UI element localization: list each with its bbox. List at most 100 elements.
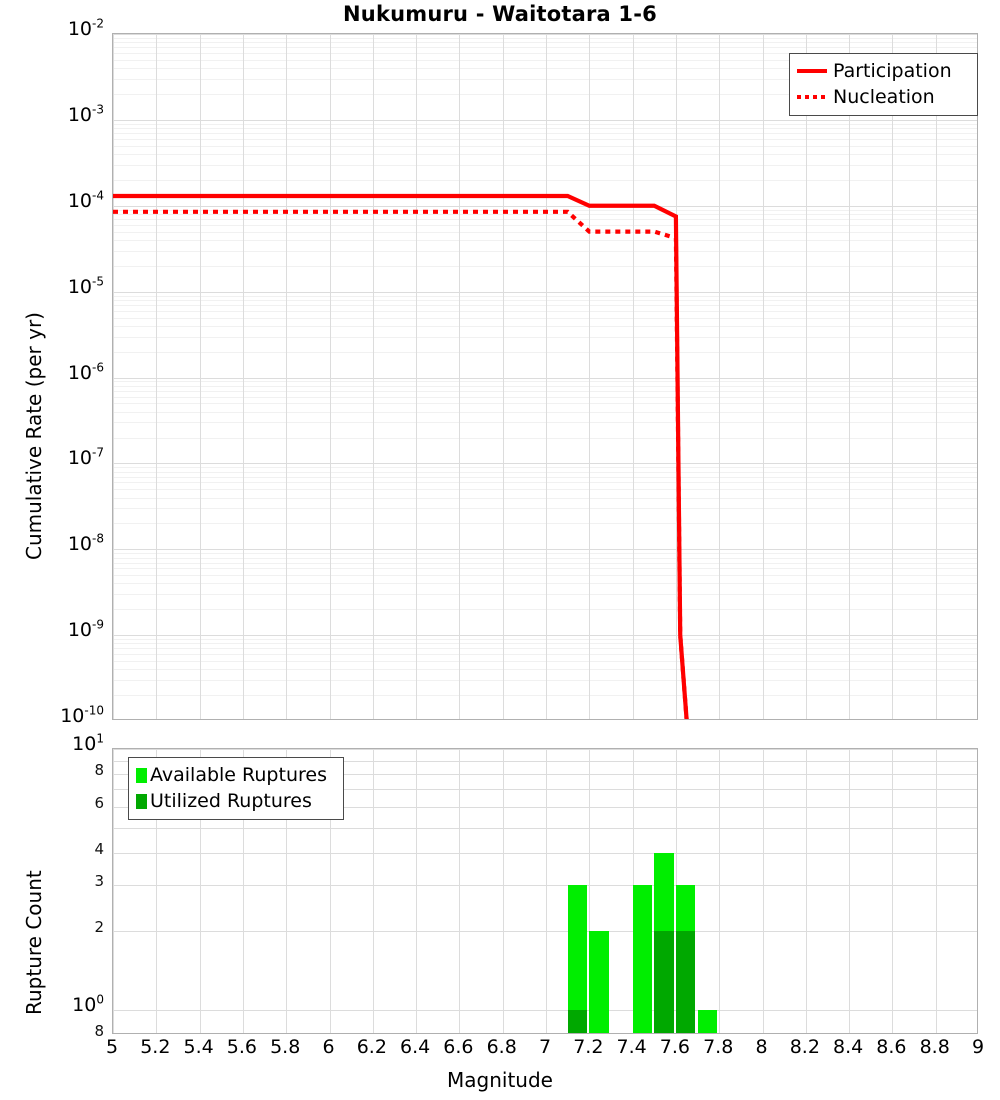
gridline-horizontal: [113, 299, 977, 301]
y-tick-label: 10-5: [67, 274, 104, 298]
bar-utilized-ruptures: [654, 931, 674, 1033]
y-tick-label: 10-10: [60, 703, 104, 727]
gridline-horizontal: [113, 179, 977, 181]
gridline-horizontal: [113, 53, 977, 55]
gridline-vertical: [416, 749, 418, 1033]
gridline-vertical: [242, 749, 244, 1033]
y-tick-label: 10-9: [67, 617, 104, 642]
gridline-horizontal: [113, 37, 977, 39]
gridline-vertical: [286, 34, 288, 719]
gridline-horizontal: [113, 34, 977, 35]
gridline-vertical: [459, 34, 461, 719]
gridline-horizontal: [113, 583, 977, 585]
legend-label-nucleation: Nucleation: [833, 85, 935, 108]
gridline-vertical: [805, 749, 807, 1033]
gridline-horizontal: [113, 557, 977, 559]
x-tick-label: 8.6: [876, 1036, 907, 1058]
y-tick-label: 8: [94, 1022, 104, 1040]
gridline-horizontal: [113, 336, 977, 338]
top-plot-y-axis-label: Cumulative Rate (per yr): [22, 312, 46, 560]
gridline-horizontal: [113, 94, 977, 95]
mfd-legend: Participation Nucleation: [789, 53, 978, 116]
gridline-horizontal: [113, 396, 977, 398]
gridline-horizontal: [113, 1009, 977, 1011]
gridline-horizontal: [113, 489, 977, 491]
gridline-horizontal: [113, 789, 977, 791]
gridline-horizontal: [113, 119, 977, 121]
y-tick-label: 10-7: [67, 446, 104, 470]
bar-available-ruptures: [632, 885, 653, 1033]
gridline-vertical: [199, 749, 201, 1033]
bar-available-ruptures: [589, 931, 609, 1033]
gridline-vertical: [805, 34, 807, 719]
bottom-plot-y-axis-label: Rupture Count: [22, 870, 46, 1015]
gridline-horizontal: [113, 471, 977, 473]
gridline-vertical: [329, 749, 331, 1033]
rupture-legend: Available Ruptures Utilized Ruptures: [128, 757, 344, 820]
y-tick-label: 6: [94, 793, 104, 812]
gridline-vertical: [372, 749, 374, 1033]
y-tick-label: 10-4: [67, 188, 104, 212]
gridline-horizontal: [113, 411, 977, 413]
gridline-horizontal: [113, 760, 977, 762]
gridline-horizontal: [113, 403, 977, 405]
gridline-horizontal: [113, 250, 977, 252]
gridline-horizontal: [113, 219, 977, 221]
gridline-horizontal: [113, 145, 977, 147]
gridline-horizontal: [113, 852, 977, 854]
gridline-vertical: [286, 749, 288, 1033]
gridline-horizontal: [113, 749, 977, 750]
x-tick-label: 6.2: [356, 1036, 387, 1058]
gridline-horizontal: [113, 508, 977, 510]
legend-item-nucleation: Nucleation: [797, 84, 970, 110]
x-tick-label: 5.4: [183, 1036, 214, 1058]
x-tick-label: 7.4: [616, 1036, 647, 1058]
x-tick-label: 6: [322, 1036, 335, 1058]
gridline-horizontal: [113, 351, 977, 353]
gridline-horizontal: [113, 476, 977, 478]
x-tick-label: 8.8: [919, 1036, 950, 1058]
gridline-vertical: [546, 34, 547, 719]
gridline-horizontal: [113, 774, 977, 776]
x-tick-label: 9: [971, 1036, 985, 1058]
gridline-vertical: [372, 34, 374, 719]
nucleation-dotted-line-icon: [797, 95, 827, 99]
x-tick-label: 8: [755, 1036, 768, 1058]
gridline-horizontal: [113, 317, 977, 319]
gridline-horizontal: [113, 680, 977, 681]
gridline-vertical: [329, 34, 331, 719]
gridline-horizontal: [113, 931, 977, 933]
gridline-vertical: [719, 749, 721, 1033]
gridline-horizontal: [113, 806, 977, 808]
gridline-horizontal: [113, 128, 977, 130]
gridline-horizontal: [113, 497, 977, 499]
y-tick-label: 10-8: [67, 531, 104, 556]
gridline-horizontal: [113, 325, 977, 327]
gridline-horizontal: [113, 575, 977, 577]
gridline-horizontal: [113, 648, 977, 650]
x-tick-label: 7: [538, 1036, 552, 1058]
gridline-vertical: [199, 34, 201, 719]
x-tick-label: 7.8: [703, 1036, 734, 1058]
gridline-horizontal: [113, 154, 977, 155]
participation-line-icon: [797, 69, 827, 73]
gridline-horizontal: [113, 133, 977, 135]
gridline-horizontal: [113, 635, 977, 637]
gridline-horizontal: [113, 885, 977, 887]
x-tick-label: 6.4: [399, 1036, 431, 1058]
mfd-curves: [113, 193, 689, 719]
nucleation-curve: [113, 209, 689, 719]
legend-item-utilized-ruptures: Utilized Ruptures: [136, 788, 336, 814]
gridline-horizontal: [113, 59, 977, 61]
gridline-horizontal: [113, 523, 977, 525]
x-axis-label: Magnitude: [447, 1068, 553, 1092]
gridline-vertical: [849, 749, 851, 1033]
gridline-vertical: [892, 34, 894, 719]
gridline-horizontal: [113, 562, 977, 564]
bar-utilized-ruptures: [675, 931, 696, 1033]
figure-title: Nukumuru - Waitotara 1-6: [343, 2, 657, 26]
gridline-horizontal: [113, 239, 977, 241]
gridline-horizontal: [113, 594, 977, 596]
x-tick-label: 7.2: [573, 1036, 604, 1058]
